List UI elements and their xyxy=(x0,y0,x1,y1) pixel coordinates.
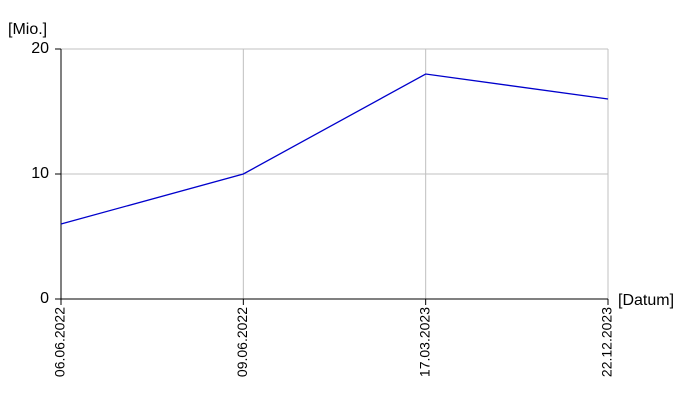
y-tick-label: 0 xyxy=(40,290,49,307)
y-tick-label: 10 xyxy=(31,165,49,182)
y-tick-label: 20 xyxy=(31,40,49,57)
x-tick-label: 17.03.2023 xyxy=(416,307,432,377)
x-tick-label: 22.12.2023 xyxy=(599,307,615,377)
x-tick-label: 06.06.2022 xyxy=(52,307,68,377)
y-axis-label: [Mio.] xyxy=(8,21,47,38)
x-axis-label: [Datum] xyxy=(618,292,674,309)
data-line xyxy=(60,73,609,225)
x-tick-label: 09.06.2022 xyxy=(234,307,250,377)
